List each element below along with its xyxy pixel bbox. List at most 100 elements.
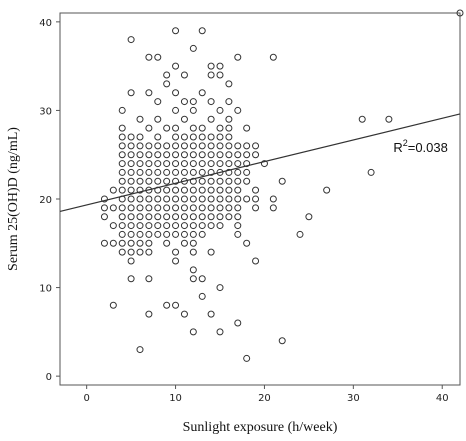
data-point <box>127 257 135 265</box>
data-point <box>269 53 277 61</box>
data-point <box>136 168 144 176</box>
data-point <box>172 142 180 150</box>
data-point <box>216 142 224 150</box>
data-point <box>198 27 206 35</box>
y-axis-ticks: 0 10 20 30 40 <box>39 18 60 383</box>
data-point <box>118 133 126 141</box>
data-point <box>145 248 153 256</box>
data-point <box>172 177 180 185</box>
data-point <box>207 142 215 150</box>
data-point <box>198 124 206 132</box>
data-point <box>198 204 206 212</box>
data-point <box>207 222 215 230</box>
data-point <box>189 213 197 221</box>
data-point <box>216 328 224 336</box>
data-point <box>154 115 162 123</box>
data-point <box>367 168 375 176</box>
x-tick-label: 20 <box>258 393 271 404</box>
data-point <box>180 71 188 79</box>
data-point <box>118 222 126 230</box>
x-tick-label: 10 <box>169 393 182 404</box>
data-point <box>207 62 215 70</box>
data-point <box>109 186 117 194</box>
data-point <box>127 177 135 185</box>
data-point <box>278 337 286 345</box>
data-point <box>180 195 188 203</box>
data-point <box>136 346 144 354</box>
data-point <box>456 9 464 17</box>
data-point <box>189 177 197 185</box>
data-point <box>172 248 180 256</box>
data-point <box>145 222 153 230</box>
data-point <box>189 230 197 238</box>
data-point <box>198 213 206 221</box>
data-point <box>136 239 144 247</box>
data-point <box>180 213 188 221</box>
data-point <box>278 177 286 185</box>
data-point <box>127 195 135 203</box>
data-point <box>172 186 180 194</box>
y-tick-label: 30 <box>39 106 52 117</box>
data-point <box>180 133 188 141</box>
data-point <box>252 257 260 265</box>
data-point <box>136 160 144 168</box>
data-point <box>198 195 206 203</box>
data-point <box>136 213 144 221</box>
data-point <box>154 151 162 159</box>
data-point <box>225 160 233 168</box>
data-point <box>207 160 215 168</box>
data-point <box>243 354 251 362</box>
data-point <box>198 186 206 194</box>
data-point <box>225 177 233 185</box>
data-point <box>127 230 135 238</box>
data-point <box>189 133 197 141</box>
data-point <box>180 160 188 168</box>
data-point <box>127 89 135 97</box>
data-point <box>127 142 135 150</box>
data-point <box>252 195 260 203</box>
data-point <box>180 310 188 318</box>
data-point <box>118 168 126 176</box>
data-point <box>163 124 171 132</box>
data-point <box>198 168 206 176</box>
data-point <box>216 177 224 185</box>
data-point <box>118 186 126 194</box>
data-point <box>305 213 313 221</box>
data-point <box>118 124 126 132</box>
data-point <box>109 301 117 309</box>
data-point <box>243 160 251 168</box>
data-point <box>145 168 153 176</box>
data-point <box>234 142 242 150</box>
data-point <box>189 239 197 247</box>
data-point <box>172 222 180 230</box>
data-point <box>118 239 126 247</box>
data-point <box>154 186 162 194</box>
data-point <box>234 168 242 176</box>
data-point <box>198 133 206 141</box>
data-point <box>198 222 206 230</box>
data-point <box>145 151 153 159</box>
data-point <box>100 195 108 203</box>
data-point <box>145 186 153 194</box>
data-point <box>198 230 206 238</box>
data-point <box>189 248 197 256</box>
data-point <box>145 177 153 185</box>
data-point <box>358 115 366 123</box>
data-point <box>189 222 197 230</box>
data-point <box>198 142 206 150</box>
data-point <box>225 133 233 141</box>
data-point <box>234 195 242 203</box>
data-point <box>180 239 188 247</box>
data-point <box>207 248 215 256</box>
data-point <box>180 142 188 150</box>
data-point <box>234 230 242 238</box>
data-point <box>189 106 197 114</box>
data-point <box>216 124 224 132</box>
data-point <box>136 222 144 230</box>
data-point <box>180 151 188 159</box>
data-point <box>145 275 153 283</box>
data-point <box>180 177 188 185</box>
data-point <box>136 115 144 123</box>
data-point <box>180 168 188 176</box>
